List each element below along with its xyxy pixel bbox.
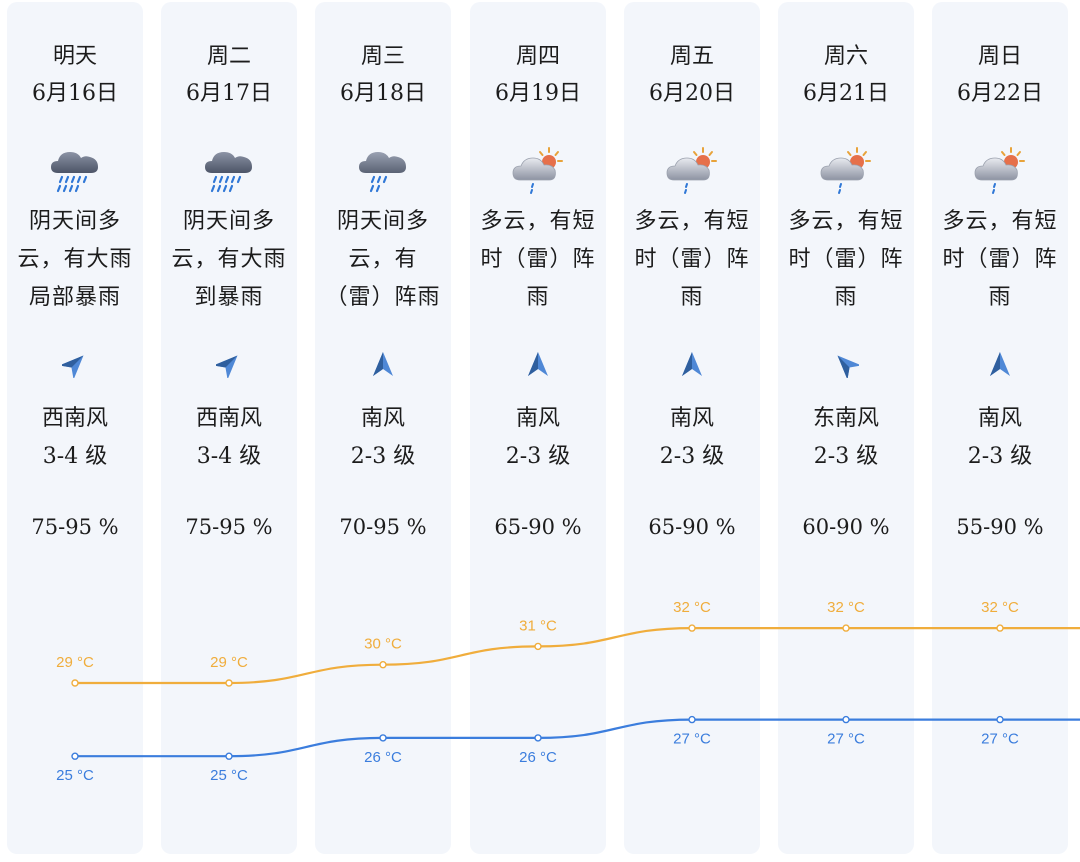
wind-arrow-southwest-icon	[7, 350, 143, 380]
wind-arrow-southwest-icon	[161, 350, 297, 380]
day-label: 周三	[360, 44, 405, 69]
day-label: 周二	[206, 44, 251, 69]
wind-direction: 东南风	[812, 406, 879, 431]
wind-arrow-southeast-icon	[778, 350, 914, 380]
partly-cloudy-shower-icon	[470, 146, 606, 198]
wind-direction: 西南风	[195, 406, 262, 431]
forecast-day-1: 明天 6月16日 阴天间多云，有大雨局部暴雨 西南风 3-4 级 75-95 %	[7, 2, 143, 854]
forecast-day-2: 周二 6月17日 阴天间多云，有大雨到暴雨 西南风 3-4 级 75-95 %	[161, 2, 297, 854]
day-label: 周四	[515, 44, 560, 69]
humidity: 75-95 %	[31, 515, 119, 539]
humidity: 65-90 %	[648, 515, 736, 539]
wind-level: 2-3 级	[505, 444, 571, 469]
forecast-day-5: 周五 6月20日 多云，有短时（雷）阵雨 南风 2-3 级 65-90 %	[624, 2, 760, 854]
day-label: 周五	[669, 44, 714, 69]
wind-level: 3-4 级	[196, 444, 262, 469]
weather-description: 多云，有短时（雷）阵雨	[480, 209, 596, 310]
partly-cloudy-shower-icon	[778, 146, 914, 198]
date-label: 6月20日	[649, 81, 735, 106]
forecast-day-7: 周日 6月22日 多云，有短时（雷）阵雨 南风 2-3 级 55-90 %	[932, 2, 1068, 854]
weather-description: 多云，有短时（雷）阵雨	[634, 209, 750, 310]
partly-cloudy-shower-icon	[932, 146, 1068, 198]
forecast-day-6: 周六 6月21日 多云，有短时（雷）阵雨 东南风 2-3 级 60-90 %	[778, 2, 914, 854]
day-label: 周六	[823, 44, 868, 69]
thunder-rain-icon	[315, 146, 451, 198]
wind-direction: 南风	[669, 406, 714, 431]
wind-level: 2-3 级	[350, 444, 416, 469]
heavy-rain-icon	[161, 146, 297, 198]
heavy-rain-icon	[7, 146, 143, 198]
forecast-day-3: 周三 6月18日 阴天间多云，有（雷）阵雨 南风 2-3 级 70-95 %	[315, 2, 451, 854]
weather-description: 多云，有短时（雷）阵雨	[788, 209, 904, 310]
weather-description: 阴天间多云，有（雷）阵雨	[325, 209, 441, 310]
weather-description: 阴天间多云，有大雨到暴雨	[171, 209, 287, 310]
wind-arrow-south-icon	[315, 350, 451, 380]
humidity: 75-95 %	[185, 515, 273, 539]
date-label: 6月21日	[803, 81, 889, 106]
day-label: 周日	[977, 44, 1022, 69]
humidity: 70-95 %	[339, 515, 427, 539]
wind-level: 2-3 级	[659, 444, 725, 469]
weather-description: 多云，有短时（雷）阵雨	[942, 209, 1058, 310]
humidity: 60-90 %	[802, 515, 890, 539]
wind-level: 2-3 级	[813, 444, 879, 469]
weather-description: 阴天间多云，有大雨局部暴雨	[17, 209, 133, 310]
wind-direction: 南风	[515, 406, 560, 431]
wind-direction: 南风	[977, 406, 1022, 431]
wind-arrow-south-icon	[624, 350, 760, 380]
wind-arrow-south-icon	[932, 350, 1068, 380]
humidity: 55-90 %	[956, 515, 1044, 539]
forecast-day-4: 周四 6月19日 多云，有短时（雷）阵雨 南风 2-3 级 65-90 %	[470, 2, 606, 854]
partly-cloudy-shower-icon	[624, 146, 760, 198]
wind-level: 2-3 级	[967, 444, 1033, 469]
date-label: 6月19日	[495, 81, 581, 106]
humidity: 65-90 %	[494, 515, 582, 539]
wind-direction: 南风	[360, 406, 405, 431]
date-label: 6月22日	[957, 81, 1043, 106]
wind-level: 3-4 级	[42, 444, 108, 469]
day-label: 明天	[52, 44, 97, 69]
date-label: 6月17日	[186, 81, 272, 106]
wind-direction: 西南风	[41, 406, 108, 431]
wind-arrow-south-icon	[470, 350, 606, 380]
date-label: 6月16日	[32, 81, 118, 106]
date-label: 6月18日	[340, 81, 426, 106]
